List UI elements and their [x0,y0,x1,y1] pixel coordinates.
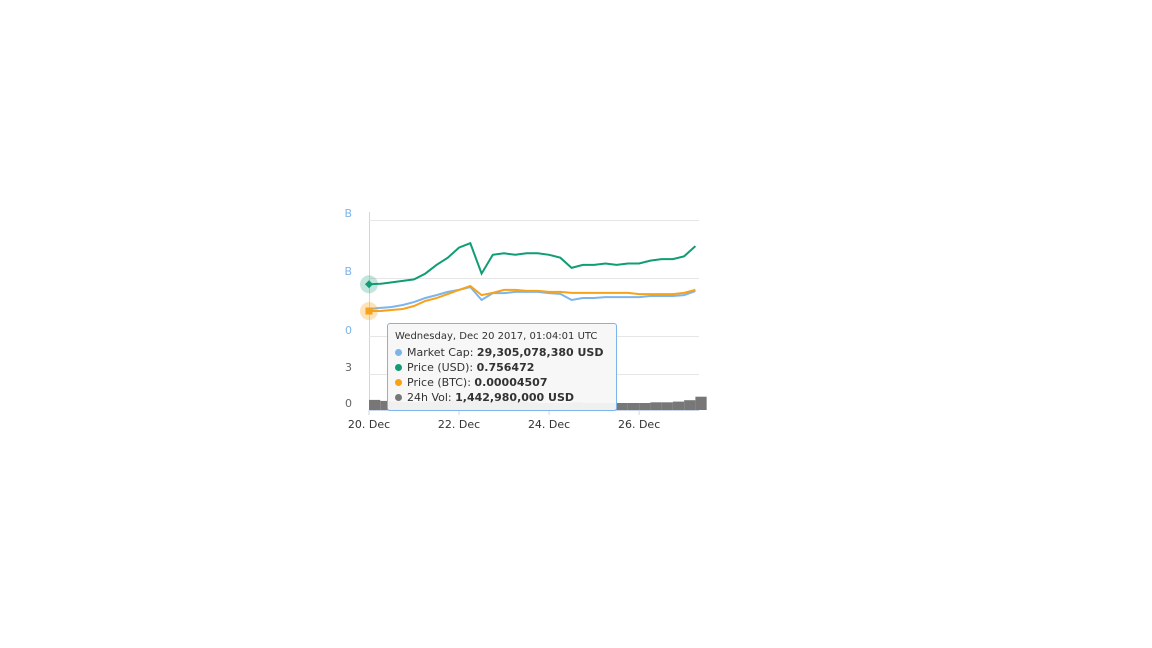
tooltip-value: 29,305,078,380 USD [476,346,604,359]
y-axis-label-fragment: B [344,207,352,220]
tooltip-row: 24h Vol: 1,442,980,000 USD [395,390,609,405]
tooltip-dot [395,379,402,386]
x-tick-label: 24. Dec [528,418,570,431]
tooltip-row: Price (BTC): 0.00004507 [395,375,609,390]
volume-bar [639,403,651,410]
hover-marker [365,280,373,289]
volume-bar [616,403,628,410]
volume-bar [627,403,640,410]
y-axis-label-fragment: 3 [345,361,352,374]
volume-bar [650,402,662,410]
tooltip-row: Market Cap: 29,305,078,380 USD [395,345,609,360]
tooltip-label: 24h Vol: [407,391,452,404]
price-line [368,241,697,286]
tooltip-value: 0.00004507 [474,376,548,389]
tooltip-row: Price (USD): 0.756472 [395,360,609,375]
volume-bar [684,400,696,410]
hover-marker [365,307,373,315]
y-axis-label-fragment: B [344,265,352,278]
price-line [369,284,696,312]
tooltip-label: Price (USD): [407,361,474,374]
tooltip-dot [395,364,402,371]
volume-bar [695,396,707,410]
tooltip-title: Wednesday, Dec 20 2017, 01:04:01 UTC [395,331,598,342]
volume-bar [380,400,392,410]
tooltip: Wednesday, Dec 20 2017, 01:04:01 UTC Mar… [387,323,617,411]
tooltip-value: 1,442,980,000 USD [455,391,575,404]
tooltip-label: Market Cap: [407,346,474,359]
tooltip-value: 0.756472 [476,361,535,374]
y-axis-label-fragment: 0 [345,324,352,337]
volume-bar [369,399,381,410]
tooltip-label: Price (BTC): [407,376,471,389]
tooltip-dot [395,349,402,356]
volume-bar [672,401,685,410]
volume-bar [661,402,673,410]
y-axis-label-fragment: 0 [345,397,352,410]
x-tick-label: 22. Dec [438,418,480,431]
tooltip-dot [395,394,402,401]
x-tick-label: 20. Dec [348,418,390,431]
x-tick-label: 26. Dec [618,418,660,431]
